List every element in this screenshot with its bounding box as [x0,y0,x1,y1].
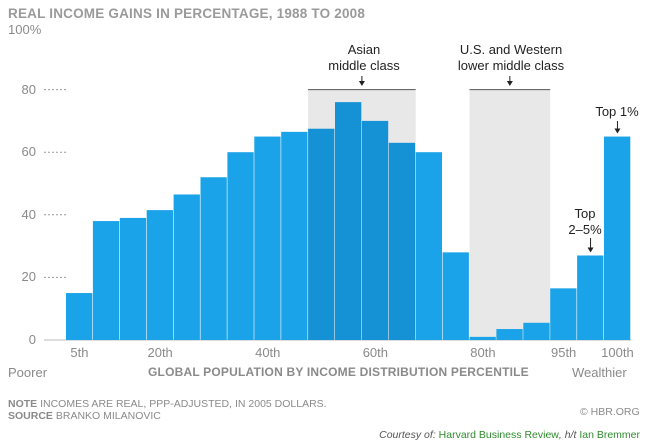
bar-p15 [119,217,147,340]
bar-p55 [335,102,362,341]
y-tick-label-80: 80 [21,81,36,97]
bar-p40 [254,136,281,340]
bar-p95 [550,288,577,340]
band-1 [469,89,551,340]
bar-p80 [469,336,496,340]
top-1-arrow-head [614,128,621,134]
x-tick-label-100th: 100th [601,345,634,360]
source-label: SOURCE [8,410,53,422]
western-annotation-line1: U.S. and Western [459,42,563,57]
bar-p35 [227,152,254,340]
bar-p50 [308,128,335,340]
bar-p45 [281,131,308,340]
x-tick-label-40th: 40th [255,345,281,360]
footer-source: SOURCE BRANKO MILANOVIC [8,410,161,422]
bar-p85 [496,329,523,340]
top-2-5-annotation-line1: Top [574,206,596,221]
asian-arrow-head [358,81,365,86]
y-tick-label-60: 60 [21,144,36,160]
x-axis-title: GLOBAL POPULATION BY INCOME DISTRIBUTION… [148,365,529,379]
bar-p30 [200,177,227,340]
x-tick-label-20th: 20th [147,345,173,360]
bar-p10 [92,221,120,340]
x-tick-label-80th: 80th [470,345,496,360]
asian-annotation: Asian middle class [318,42,410,74]
x-tick-label-5th: 5th [70,345,89,360]
western-annotation: U.S. and Western lower middle class [446,42,576,74]
bars [66,102,631,341]
credit-link-bremmer[interactable]: Ian Bremmer [579,429,640,441]
bar-p75 [442,252,469,340]
asian-annotation-line2: middle class [328,58,400,73]
y-tick-label-20: 20 [21,269,36,285]
bar-p60 [361,120,389,341]
poorer-label: Poorer [8,365,48,380]
asian-annotation-line1: Asian [347,42,381,57]
top-2-5-annotation: Top 2–5% [560,206,610,238]
bar-p100 [604,136,631,340]
y-tick-label-0: 0 [28,332,36,347]
top-1-annotation: Top 1% [595,104,639,119]
bar-p65 [388,142,416,340]
bar-p25 [173,194,200,340]
x-tick-label-95th: 95th [550,345,577,360]
credit-link-hbr[interactable]: Harvard Business Review [438,429,559,441]
bar-p5 [66,293,93,340]
x-tick-label-60th: 60th [362,345,388,360]
top-2-5-annotation-line2: 2–5% [568,222,602,237]
credit-prefix: Courtesy of: [379,429,436,441]
y-top-label: 100% [8,22,42,37]
note-label: NOTE [8,398,38,410]
top-2-5-arrow-head [587,247,594,253]
bar-p70 [415,152,442,340]
chart-title: REAL INCOME GAINS IN PERCENTAGE, 1988 TO… [8,6,366,21]
note-text: INCOMES ARE REAL, PPP-ADJUSTED, IN 2005 … [40,398,327,410]
y-tick-label-40: 40 [21,206,36,222]
source-text: BRANKO MILANOVIC [55,410,161,422]
bar-p99 [577,255,604,340]
footer-note: NOTE INCOMES ARE REAL, PPP-ADJUSTED, IN … [8,398,327,410]
credit-line: Courtesy of: Harvard Business Review, h/… [379,429,640,441]
credit-mid: , h/t [558,429,577,441]
western-arrow-head [506,81,513,86]
western-annotation-line2: lower middle class [457,58,565,73]
hbr-brand: © HBR.ORG [580,406,640,418]
bar-p20 [146,210,173,340]
wealthier-label: Wealthier [572,365,627,380]
annotation-arrows [358,76,621,253]
bar-p90 [523,322,550,340]
